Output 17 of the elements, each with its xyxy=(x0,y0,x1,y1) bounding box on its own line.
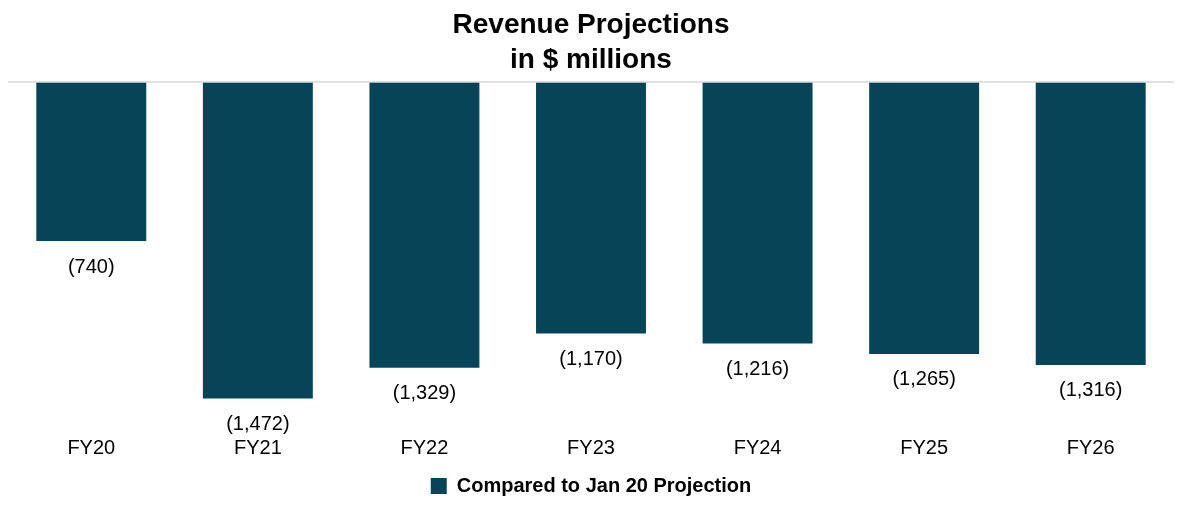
data-label: (1,472) xyxy=(226,412,290,434)
data-label: (1,170) xyxy=(559,347,623,370)
data-label: (1,329) xyxy=(392,381,457,404)
chart-subtitle: in $ millions xyxy=(510,43,672,75)
data-label: (1,265) xyxy=(892,367,956,390)
x-tick-label: FY21 xyxy=(233,435,282,458)
legend-label: Compared to Jan 20 Projection xyxy=(456,473,752,496)
x-tick-label: FY22 xyxy=(400,435,449,458)
x-tick-label: FY24 xyxy=(733,435,782,458)
data-label: (1,316) xyxy=(1059,378,1123,401)
x-tick-label: FY26 xyxy=(1066,435,1115,458)
chart-title: Revenue Projections xyxy=(452,8,730,40)
data-label: (740) xyxy=(67,254,115,277)
x-tick-label: FY20 xyxy=(67,435,116,458)
x-tick-label: FY25 xyxy=(900,435,949,458)
x-tick-label: FY23 xyxy=(567,435,615,458)
data-label: (1,216) xyxy=(725,356,790,379)
